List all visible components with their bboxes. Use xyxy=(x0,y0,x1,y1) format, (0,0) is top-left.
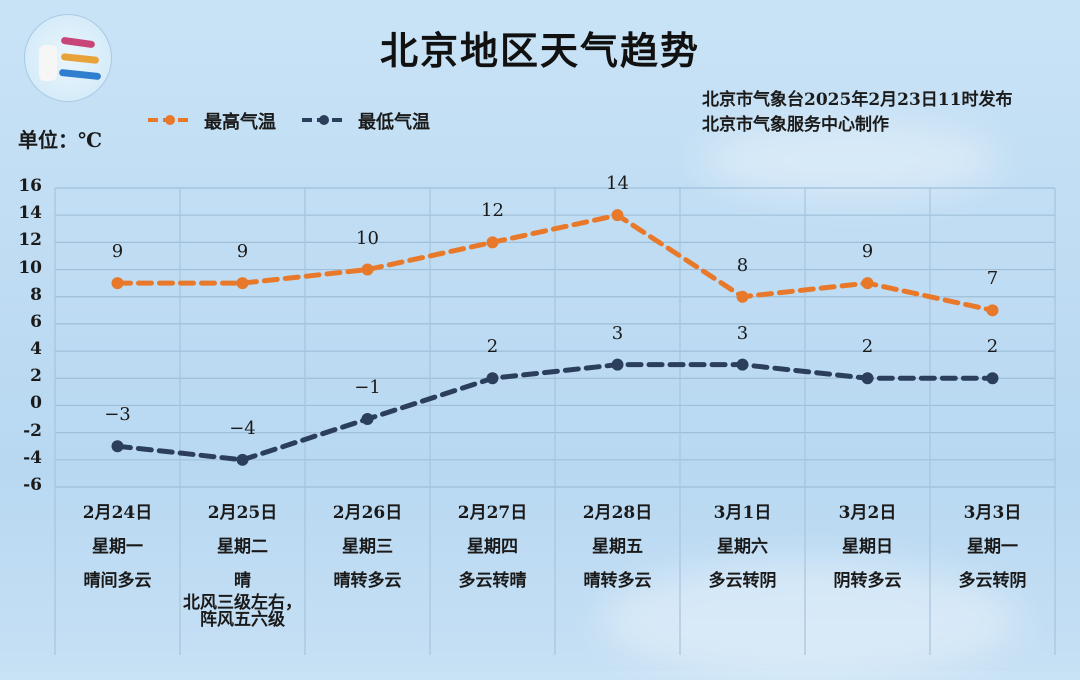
day-date: 3月3日 xyxy=(963,503,1022,523)
day-weekday: 星期三 xyxy=(342,537,393,557)
day-weekday: 星期日 xyxy=(842,537,893,557)
low-temp-value: −1 xyxy=(354,377,381,399)
day-weekday: 星期一 xyxy=(967,537,1018,557)
y-tick-label: 16 xyxy=(18,176,42,196)
day-column: 2月25日星期二晴北风三级左右， 阵风五六级 xyxy=(180,496,305,632)
y-tick-label: 0 xyxy=(30,393,42,414)
day-column: 3月2日星期日阴转多云 xyxy=(805,496,930,598)
day-date: 2月27日 xyxy=(457,503,528,523)
low-temp-value: 3 xyxy=(611,322,624,344)
meteorological-service-logo-icon xyxy=(24,14,112,102)
day-weather: 晴 xyxy=(234,571,251,591)
high-temp-value: 9 xyxy=(861,241,874,263)
y-tick-label: 12 xyxy=(18,230,42,251)
cloud-decoration xyxy=(600,560,1020,680)
page-title: 北京地区天气趋势 xyxy=(379,28,700,73)
day-date: 2月25日 xyxy=(207,503,278,523)
day-weather: 阴转多云 xyxy=(833,571,902,591)
data-point xyxy=(361,263,374,276)
high-temp-value: 8 xyxy=(736,254,749,276)
y-tick-label: 10 xyxy=(18,257,42,278)
high-temp-value: 7 xyxy=(986,268,999,290)
day-weather: 多云转阴 xyxy=(958,571,1027,591)
day-weather: 晴转多云 xyxy=(583,571,652,591)
day-weekday: 星期五 xyxy=(592,537,643,557)
data-point xyxy=(611,209,624,222)
y-tick-label: -6 xyxy=(23,475,42,495)
data-point xyxy=(986,372,999,385)
y-tick-label: -2 xyxy=(23,420,42,441)
day-weekday: 星期四 xyxy=(467,537,518,557)
day-date: 3月1日 xyxy=(713,503,772,523)
y-tick-label: 2 xyxy=(30,366,42,387)
low-temp-value: 2 xyxy=(986,336,999,358)
y-tick-label: 8 xyxy=(30,284,42,305)
day-wind-note: 北风三级左右， xyxy=(183,593,302,613)
publisher-line-2: 北京市气象服务中心制作 xyxy=(702,115,889,135)
data-point xyxy=(486,236,499,249)
high-temp-line xyxy=(115,212,995,313)
day-date: 3月2日 xyxy=(838,503,897,523)
cloud-decoration xyxy=(700,120,1000,200)
publisher-info: 北京市气象台2025年2月23日11时发布 北京市气象服务中心制作 xyxy=(702,88,1012,138)
day-weather: 多云转晴 xyxy=(458,571,527,591)
day-weather: 晴转多云 xyxy=(333,571,402,591)
data-point xyxy=(861,277,874,290)
y-tick-label: 6 xyxy=(30,311,42,332)
publisher-line-1: 北京市气象台2025年2月23日11时发布 xyxy=(702,90,1013,110)
low-temp-value: 2 xyxy=(861,336,874,358)
data-point xyxy=(361,413,374,426)
day-column: 2月26日星期三晴转多云 xyxy=(305,496,430,598)
low-temp-line xyxy=(115,362,995,463)
day-date: 2月26日 xyxy=(332,503,403,523)
data-point xyxy=(611,358,624,371)
day-column: 2月27日星期四多云转晴 xyxy=(430,496,555,598)
high-temp-value: 9 xyxy=(236,241,249,263)
day-column: 2月28日星期五晴转多云 xyxy=(555,496,680,598)
day-date: 2月24日 xyxy=(82,503,153,523)
data-point xyxy=(861,372,874,385)
data-point xyxy=(736,290,749,303)
high-temp-value: 12 xyxy=(481,200,504,222)
data-point xyxy=(486,372,499,385)
data-point xyxy=(111,440,124,453)
low-temp-value: −3 xyxy=(104,404,131,426)
day-column: 3月1日星期六多云转阴 xyxy=(680,496,805,598)
legend-low-label: 最低气温 xyxy=(358,112,430,133)
legend-low-icon xyxy=(300,111,348,132)
day-weekday: 星期一 xyxy=(92,537,143,557)
day-column: 2月24日星期一晴间多云 xyxy=(55,496,180,598)
day-weather: 晴间多云 xyxy=(83,571,152,591)
day-column: 3月3日星期一多云转阴 xyxy=(930,496,1055,598)
legend-high-icon xyxy=(146,111,194,132)
day-wind-note: 阵风五六级 xyxy=(200,610,285,630)
high-temp-value: 14 xyxy=(606,173,629,195)
high-temp-value: 9 xyxy=(111,241,124,263)
y-tick-label: -4 xyxy=(23,447,42,468)
low-temp-value: 2 xyxy=(486,336,499,358)
high-temp-value: 10 xyxy=(356,227,379,249)
day-date: 2月28日 xyxy=(582,503,653,523)
legend-high-label: 最高气温 xyxy=(204,112,276,133)
data-point xyxy=(236,453,249,466)
y-tick-label: 4 xyxy=(30,339,42,360)
data-point xyxy=(986,304,999,317)
unit-label: 单位：℃ xyxy=(18,128,102,152)
low-temp-value: 3 xyxy=(736,322,749,344)
day-weekday: 星期六 xyxy=(717,537,768,557)
data-point xyxy=(736,358,749,371)
data-point xyxy=(111,277,124,290)
day-weather: 多云转阴 xyxy=(708,571,777,591)
day-weekday: 星期二 xyxy=(217,537,268,557)
y-tick-label: 14 xyxy=(18,203,42,224)
data-point xyxy=(236,277,249,290)
legend: 最高气温 最低气温 xyxy=(146,108,430,134)
low-temp-value: −4 xyxy=(229,417,256,439)
